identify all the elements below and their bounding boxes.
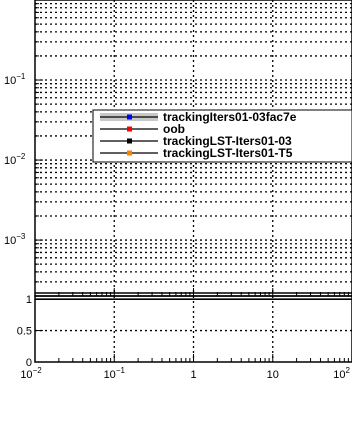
y-tick-label-exponent: −3 <box>16 232 26 241</box>
y-tick-label-bottom: 0.5 <box>17 326 32 338</box>
y-tick-label-bottom: 0 <box>26 357 32 369</box>
y-tick-label-bottom: 1 <box>26 294 32 306</box>
series-lines <box>35 292 352 300</box>
legend-marker <box>127 150 132 156</box>
y-tick-label: 10−1 <box>4 72 26 87</box>
legend-label: trackingIters01-03fac7e <box>163 110 297 124</box>
x-tick-label: 10 <box>267 369 279 381</box>
legend-symbol <box>100 138 158 144</box>
legend-label: trackingLST-Iters01-03 <box>163 134 292 148</box>
x-tick-label: 10−2 <box>20 366 42 381</box>
top-panel-grid <box>35 0 352 296</box>
bottom-panel-frame <box>34 295 352 363</box>
legend-marker <box>127 126 132 132</box>
y-tick-label-exponent: −1 <box>16 72 26 81</box>
legend-label: oob <box>163 122 185 136</box>
bottom-panel-y-tick-labels: 10.50 <box>17 294 32 369</box>
x-tick-label: 1 <box>190 369 196 381</box>
legend-label: trackingLST-Iters01-T5 <box>163 146 293 160</box>
y-tick-label: 10−2 <box>4 152 26 167</box>
x-tick-label-exponent: −1 <box>116 366 126 375</box>
y-tick-label-exponent: −2 <box>16 152 26 161</box>
x-tick-label-exponent: 2 <box>346 366 351 375</box>
x-tick-labels: 10−2 10−1 1 10 102 <box>20 366 350 381</box>
top-panel-y-tick-labels: 10−1 10−2 10−3 <box>4 72 26 247</box>
x-tick-label: 10−1 <box>104 366 126 381</box>
x-tick-label: 102 <box>333 366 350 381</box>
legend-symbol <box>100 113 158 121</box>
legend-marker <box>127 138 132 144</box>
legend: trackingIters01-03fac7eoobtrackingLST-It… <box>92 109 352 163</box>
x-tick-label-exponent: −2 <box>33 366 43 375</box>
legend-symbol <box>100 150 158 156</box>
bottom-panel-grid <box>35 296 352 362</box>
y-tick-label: 10−3 <box>4 232 26 247</box>
legend-symbol <box>100 126 158 132</box>
legend-marker <box>127 114 132 120</box>
